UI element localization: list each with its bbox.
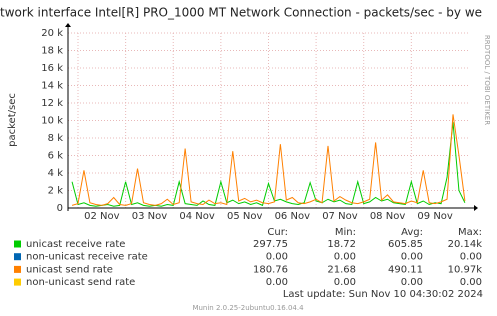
x-tick-label: 02 Nov <box>84 211 120 222</box>
side-text: RRDTOOL / TOBI OETIKER <box>483 35 491 125</box>
y-axis-label: packet/sec <box>7 93 18 147</box>
y-tick-label: 6 k <box>48 151 64 162</box>
stat-header: Max: <box>458 227 482 238</box>
stat-header: Cur: <box>267 227 288 238</box>
x-tick-label: 09 Nov <box>417 211 453 222</box>
series-line <box>71 122 466 207</box>
legend-swatch <box>14 265 21 273</box>
series-line <box>71 114 466 206</box>
y-tick-label: 8 k <box>48 133 64 144</box>
y-tick-label: 10 k <box>41 116 63 127</box>
stat-value: 0.00 <box>266 277 288 288</box>
chart-title: twork interface Intel[R] PRO_1000 MT Net… <box>0 6 482 20</box>
legend-label: unicast receive rate <box>26 239 125 250</box>
stat-value: 0.00 <box>334 252 356 263</box>
y-tick-label: 12 k <box>41 98 63 109</box>
x-tick-label: 04 Nov <box>179 211 215 222</box>
y-tick-label: 18 k <box>41 46 63 57</box>
legend-swatch <box>14 253 21 261</box>
y-tick-label: 4 k <box>48 168 64 179</box>
y-tick-label: 16 k <box>41 63 63 74</box>
legend-label: non-unicast send rate <box>26 277 135 288</box>
stat-value: 180.76 <box>253 264 288 275</box>
y-tick-label: 20 k <box>41 28 63 39</box>
legend-label: unicast send rate <box>26 264 113 275</box>
legend-swatch <box>14 278 21 286</box>
axis-arrow <box>65 23 71 27</box>
stat-value: 0.00 <box>266 252 288 263</box>
x-tick-label: 08 Nov <box>370 211 406 222</box>
stat-value: 0.00 <box>460 277 482 288</box>
legend-swatch <box>14 240 21 248</box>
stat-value: 10.97k <box>448 264 483 275</box>
stat-value: 20.14k <box>448 239 483 250</box>
legend-label: non-unicast receive rate <box>26 252 148 263</box>
last-update: Last update: Sun Nov 10 04:30:02 2024 <box>283 289 483 300</box>
stat-value: 297.75 <box>253 239 288 250</box>
x-tick-label: 07 Nov <box>322 211 358 222</box>
stat-value: 21.68 <box>327 264 356 275</box>
y-tick-label: 0 <box>57 203 63 214</box>
footer: Munin 2.0.25-2ubuntu0.16.04.4 <box>192 304 304 312</box>
x-tick-label: 05 Nov <box>227 211 263 222</box>
stat-header: Min: <box>335 227 356 238</box>
stat-value: 18.72 <box>327 239 356 250</box>
stat-value: 0.00 <box>460 252 482 263</box>
stat-value: 0.00 <box>401 277 423 288</box>
stat-value: 0.00 <box>334 277 356 288</box>
stat-header: Avg: <box>401 227 423 238</box>
x-tick-label: 06 Nov <box>275 211 311 222</box>
axis-arrow <box>474 205 478 211</box>
stat-value: 490.11 <box>388 264 423 275</box>
y-tick-label: 2 k <box>48 186 64 197</box>
stat-value: 605.85 <box>388 239 423 250</box>
y-tick-label: 14 k <box>41 81 63 92</box>
stat-value: 0.00 <box>401 252 423 263</box>
x-tick-label: 03 Nov <box>132 211 168 222</box>
